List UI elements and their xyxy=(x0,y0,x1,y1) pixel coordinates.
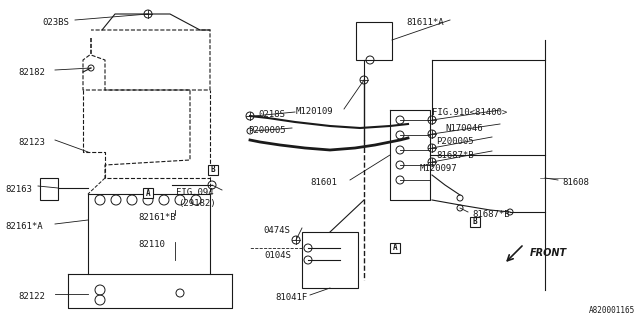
Bar xyxy=(390,243,400,253)
Bar xyxy=(302,232,358,288)
Text: A: A xyxy=(146,188,150,197)
Text: 82161*B: 82161*B xyxy=(138,213,175,222)
Text: 81687*B: 81687*B xyxy=(436,151,474,160)
Text: P200005: P200005 xyxy=(436,137,474,146)
Text: 81611*A: 81611*A xyxy=(406,18,444,27)
Text: 0104S: 0104S xyxy=(264,251,291,260)
Bar xyxy=(40,178,58,200)
Text: FIG.910<81400>: FIG.910<81400> xyxy=(432,108,508,117)
Text: M120097: M120097 xyxy=(420,164,458,173)
Text: 82122: 82122 xyxy=(18,292,45,301)
Bar xyxy=(143,188,153,198)
Text: FIG.094: FIG.094 xyxy=(176,188,214,197)
Text: (29182): (29182) xyxy=(178,199,216,208)
Text: 81601: 81601 xyxy=(310,178,337,187)
Text: 0218S: 0218S xyxy=(258,110,285,119)
Text: 82161*A: 82161*A xyxy=(5,222,43,231)
Text: 82123: 82123 xyxy=(18,138,45,147)
Text: B: B xyxy=(211,165,215,174)
Text: 81608: 81608 xyxy=(562,178,589,187)
Text: 81041F: 81041F xyxy=(275,293,307,302)
Text: M120109: M120109 xyxy=(296,107,333,116)
Bar xyxy=(470,217,480,227)
Text: A820001165: A820001165 xyxy=(589,306,635,315)
Text: A: A xyxy=(393,244,397,252)
Text: P200005: P200005 xyxy=(248,126,285,135)
Text: 82163: 82163 xyxy=(5,185,32,194)
Text: 81687*B: 81687*B xyxy=(472,210,509,219)
Text: 82182: 82182 xyxy=(18,68,45,77)
Text: B: B xyxy=(473,218,477,227)
Text: FRONT: FRONT xyxy=(530,248,567,258)
Text: N170046: N170046 xyxy=(445,124,483,133)
Text: 0474S: 0474S xyxy=(263,226,290,235)
Bar xyxy=(356,22,392,60)
Text: 023BS: 023BS xyxy=(42,18,69,27)
Text: 82110: 82110 xyxy=(138,240,165,249)
Bar xyxy=(208,165,218,175)
